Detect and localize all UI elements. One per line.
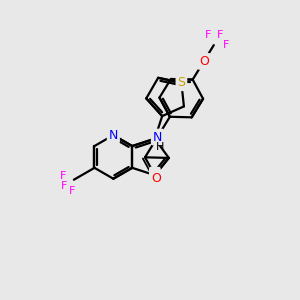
- Text: F: F: [205, 30, 211, 40]
- Text: F: F: [69, 186, 75, 197]
- Text: F: F: [217, 30, 223, 40]
- Text: O: O: [199, 55, 209, 68]
- Text: F: F: [60, 181, 67, 191]
- Text: F: F: [59, 171, 66, 181]
- Text: S: S: [177, 76, 185, 89]
- Text: N: N: [153, 130, 162, 143]
- Text: F: F: [223, 40, 229, 50]
- Text: H: H: [156, 142, 165, 152]
- Text: N: N: [109, 129, 118, 142]
- Text: O: O: [152, 172, 161, 185]
- Text: S: S: [151, 169, 159, 182]
